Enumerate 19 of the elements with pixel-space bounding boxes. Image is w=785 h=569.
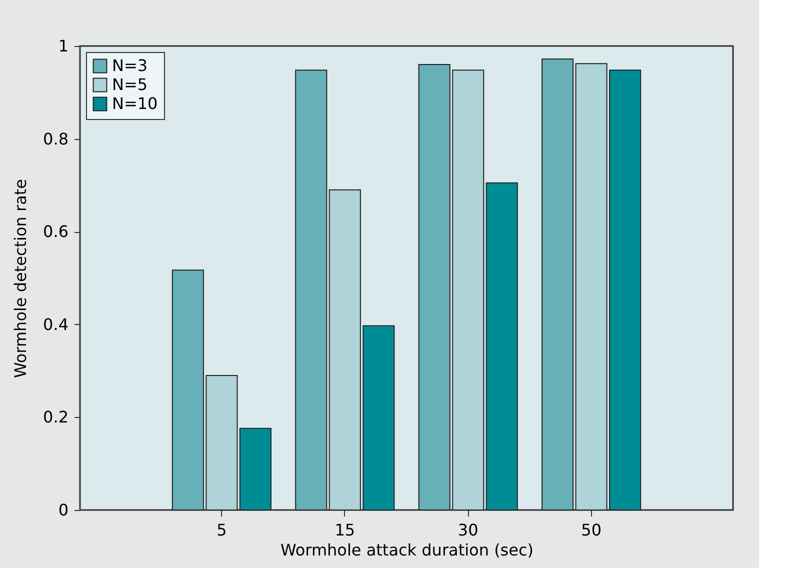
- x-tick-label: 15: [334, 520, 356, 540]
- bar: [486, 182, 518, 510]
- x-tick-label: 30: [458, 520, 478, 540]
- bar: [239, 428, 272, 510]
- y-tick-label: 0.6: [43, 222, 68, 242]
- y-tick-label: 1: [58, 36, 68, 56]
- x-axis-title: Wormhole attack duration (sec): [280, 540, 534, 560]
- y-tick-label: 0: [58, 500, 68, 520]
- legend-label: N=3: [112, 56, 148, 75]
- bar: [295, 70, 328, 510]
- x-tick-label: 5: [216, 520, 227, 540]
- x-tick-label: 50: [581, 520, 602, 540]
- y-axis-title: Wormhole detection rate: [11, 178, 30, 378]
- y-tick-label: 0.2: [43, 408, 68, 427]
- bar: [542, 58, 574, 510]
- legend-label: N=10: [112, 94, 158, 113]
- y-tick-label: 0.4: [43, 314, 68, 334]
- legend-label: N=5: [112, 75, 148, 94]
- y-tick-label: 0.8: [43, 129, 68, 148]
